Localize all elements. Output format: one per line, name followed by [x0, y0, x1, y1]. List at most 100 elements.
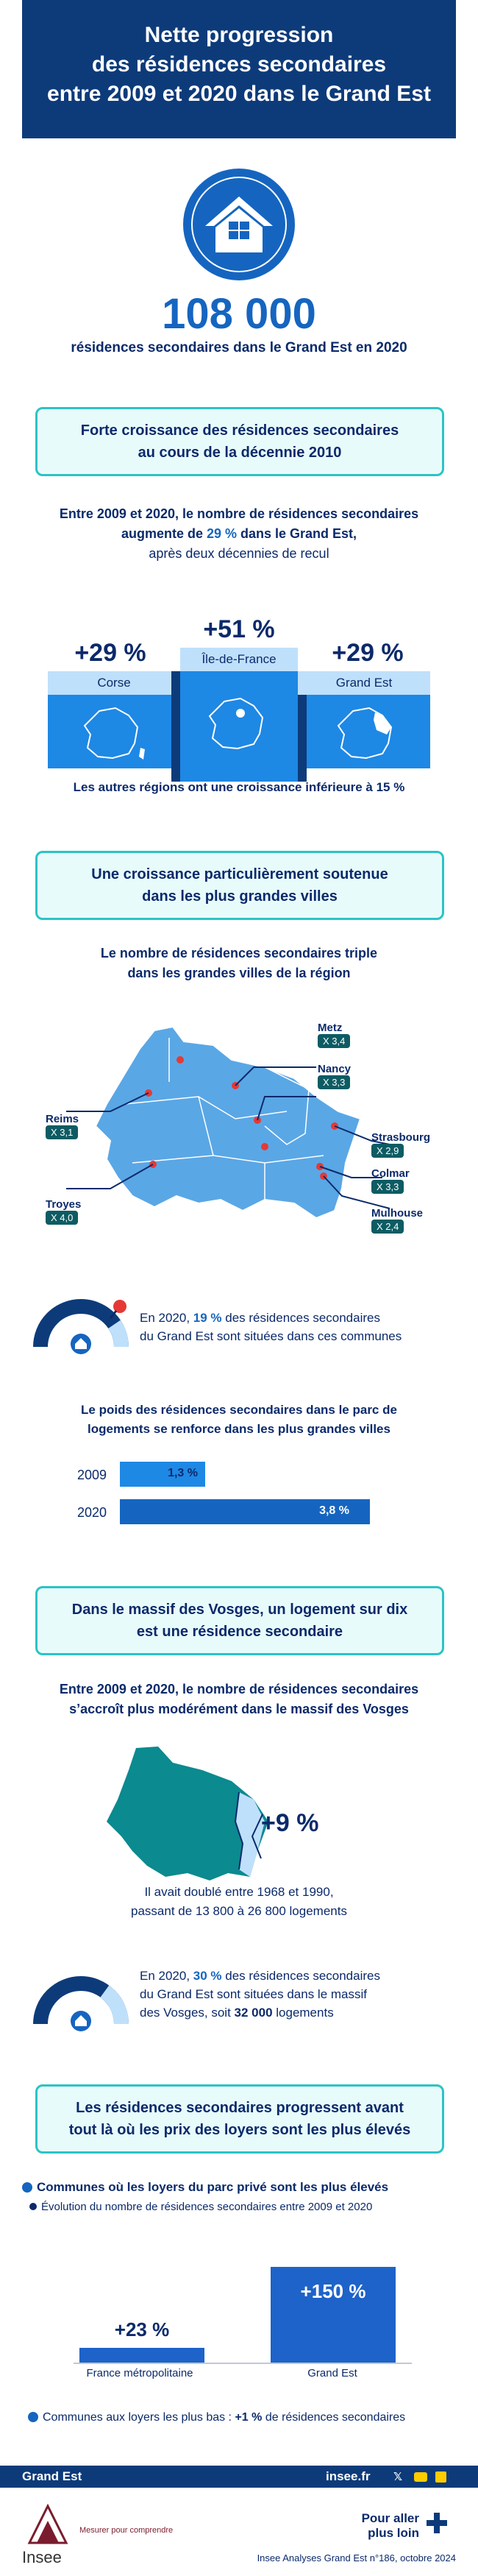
podium-label-idf: Île-de-France	[201, 652, 277, 666]
more-info-link[interactable]: Pour aller plus loin	[346, 2511, 419, 2541]
podium-shadow-right	[298, 671, 307, 782]
gauge-text-vosges: En 2020, 30 % des résidences secondaires…	[140, 1967, 449, 2022]
rent-bar-baseline	[74, 2363, 412, 2364]
low-rent-growth-value: +1 %	[235, 2411, 263, 2424]
gauge-text-vosges-line-1: En 2020, 30 % des résidences secondaires	[140, 1967, 449, 1985]
gauge-text-cities-line-1: En 2020, 19 % des résidences secondaires	[140, 1309, 449, 1327]
section3-text-line-1: Entre 2009 et 2020, le nombre de résiden…	[59, 1682, 419, 1696]
weight-bar-2020: 3,8 %	[120, 1499, 370, 1524]
city-name: Nancy	[318, 1063, 352, 1075]
podium-top-idf	[180, 648, 298, 671]
gauge-text-vosges-line-3: des Vosges, soit 32 000 logements	[140, 2003, 449, 2022]
city-mulhouse: Mulhouse X 2,4	[371, 1207, 423, 1234]
section1-text-line-2-pre: augmente de	[121, 526, 207, 541]
rent-bar-value-france: +23 %	[114, 2318, 170, 2340]
weight-title-line-1: Le poids des résidences secondaires dans…	[81, 1403, 397, 1417]
section1-title-line-1: Forte croissance des résidences secondai…	[80, 422, 399, 439]
grand-est-cities-map	[66, 1025, 390, 1220]
section1-growth-value: 29 %	[206, 526, 237, 541]
house-icon	[183, 169, 295, 280]
section4-title-line-2: tout là où les prix des loyers sont les …	[68, 2122, 411, 2138]
hero-caption: résidences secondaires dans le Grand Est…	[71, 340, 407, 355]
city-troyes: Troyes X 4,0	[46, 1198, 81, 1225]
gauge-vosges-share-value: 30 %	[193, 1969, 222, 1983]
france-map-icon-idf	[208, 697, 264, 750]
city-factor-badge: X 3,4	[318, 1034, 351, 1048]
city-name: Mulhouse	[371, 1207, 423, 1220]
rent-bar-chart: +23 % +150 %	[74, 2252, 412, 2363]
section2-title: Une croissance particulièrement soutenue…	[35, 851, 444, 920]
section1-title-line-2: au cours de la décennie 2010	[138, 445, 342, 461]
podium-value-corse: +29 %	[74, 639, 146, 667]
section1-text-line-2: augmente de 29 % dans le Grand Est,	[29, 524, 449, 544]
weight-bar-2009: 1,3 %	[120, 1462, 205, 1487]
plus-icon[interactable]	[425, 2511, 449, 2535]
section2-subtitle: Le nombre de résidences secondaires trip…	[29, 944, 449, 983]
city-factor-badge: X 3,3	[371, 1180, 404, 1194]
section2-subtitle-line-2: dans les grandes villes de la région	[127, 966, 351, 980]
city-name: Reims	[46, 1113, 79, 1125]
youtube-icon[interactable]	[414, 2472, 427, 2482]
share-gauge-cities	[33, 1299, 129, 1354]
section4-note-pre: Communes aux loyers les plus bas :	[43, 2411, 235, 2424]
legend-title: Communes où les loyers du parc privé son…	[22, 2180, 463, 2195]
publication-reference: Insee Analyses Grand Est n°186, octobre …	[257, 2552, 456, 2563]
hero-number: 108 000	[162, 290, 316, 338]
section1-note: Les autres régions ont une croissance in…	[73, 780, 405, 794]
city-factor-badge: X 3,3	[318, 1075, 351, 1089]
section3-title: Dans le massif des Vosges, un logement s…	[35, 1586, 444, 1655]
section1-text-line-3: après deux décennies de recul	[149, 546, 329, 561]
podium-shadow-left	[171, 671, 180, 782]
section4-note-post: de résidences secondaires	[262, 2411, 406, 2424]
vosges-note-line-2: passant de 13 800 à 26 800 logements	[131, 1904, 347, 1918]
section4-title: Les résidences secondaires progressent a…	[35, 2084, 444, 2154]
legend-sub: Évolution du nombre de résidences second…	[29, 2201, 471, 2213]
footer-bar: Grand Est insee.fr 𝕏	[0, 2466, 478, 2488]
gauge-text-vosges-line-2: du Grand Est sont situées dans le massif	[140, 1987, 367, 2001]
section3-title-line-2: est une résidence secondaire	[136, 1624, 343, 1640]
gauge-text-cities-pre: En 2020,	[140, 1311, 193, 1325]
rent-bar-grand-est: +150 %	[271, 2267, 396, 2363]
city-factor-badge: X 2,9	[371, 1144, 404, 1158]
city-factor-badge: X 3,1	[46, 1125, 79, 1139]
section2-subtitle-line-1: Le nombre de résidences secondaires trip…	[100, 946, 378, 960]
city-nancy: Nancy X 3,3	[318, 1063, 351, 1089]
page-header: Nette progression des résidences seconda…	[22, 0, 456, 138]
podium-label-grand-est: Grand Est	[335, 676, 393, 690]
section1-text-line-1: Entre 2009 et 2020, le nombre de résiden…	[59, 506, 419, 521]
share-gauge-vosges	[33, 1976, 129, 2031]
vosges-housing-count: 32 000	[234, 2006, 273, 2020]
section2-title-line-1: Une croissance particulièrement soutenue	[91, 866, 388, 882]
weight-bar-label-2009: 1,3 %	[168, 1467, 198, 1479]
podium-top-grand-est	[298, 671, 430, 695]
map-pin-icon	[109, 1300, 126, 1319]
header-line-3: entre 2009 et 2020 dans le Grand Est	[47, 82, 431, 106]
podium-block-corse	[48, 695, 180, 768]
city-name: Troyes	[46, 1198, 82, 1211]
linkedin-icon[interactable]	[435, 2471, 446, 2483]
gauge-text-vosges-pre: En 2020,	[140, 1969, 193, 1983]
gauge-text-cities-line-2: du Grand Est sont situées dans ces commu…	[140, 1329, 402, 1343]
vosges-note: Il avait doublé entre 1968 et 1990, pass…	[29, 1883, 449, 1921]
gauge-text-vosges-post: des résidences secondaires	[221, 1969, 380, 1983]
podium-top-corse	[48, 671, 180, 695]
podium-value-idf: +51 %	[203, 615, 275, 643]
city-colmar: Colmar X 3,3	[371, 1167, 410, 1194]
footer-site-link[interactable]: insee.fr	[326, 2469, 371, 2483]
footer-region: Grand Est	[22, 2469, 82, 2483]
note-dot-icon	[28, 2412, 38, 2422]
podium-value-grand-est: +29 %	[332, 639, 404, 667]
gauge-text-cities: En 2020, 19 % des résidences secondaires…	[140, 1309, 449, 1345]
legend-sub-dot-icon	[29, 2203, 37, 2210]
legend-sub-text: Évolution du nombre de résidences second…	[41, 2201, 373, 2213]
legend-title-text: Communes où les loyers du parc privé son…	[37, 2180, 389, 2194]
podium-block-idf	[180, 671, 298, 782]
insee-logo-icon	[27, 2503, 68, 2544]
x-icon[interactable]: 𝕏	[393, 2471, 403, 2483]
legend-dot-icon	[22, 2182, 32, 2193]
weight-year-2009: 2009	[77, 1468, 107, 1482]
vosges-massif-map	[107, 1747, 268, 1880]
city-metz: Metz X 3,4	[318, 1022, 351, 1048]
city-reims: Reims X 3,1	[46, 1113, 79, 1139]
header-line-2: des résidences secondaires	[91, 52, 387, 77]
